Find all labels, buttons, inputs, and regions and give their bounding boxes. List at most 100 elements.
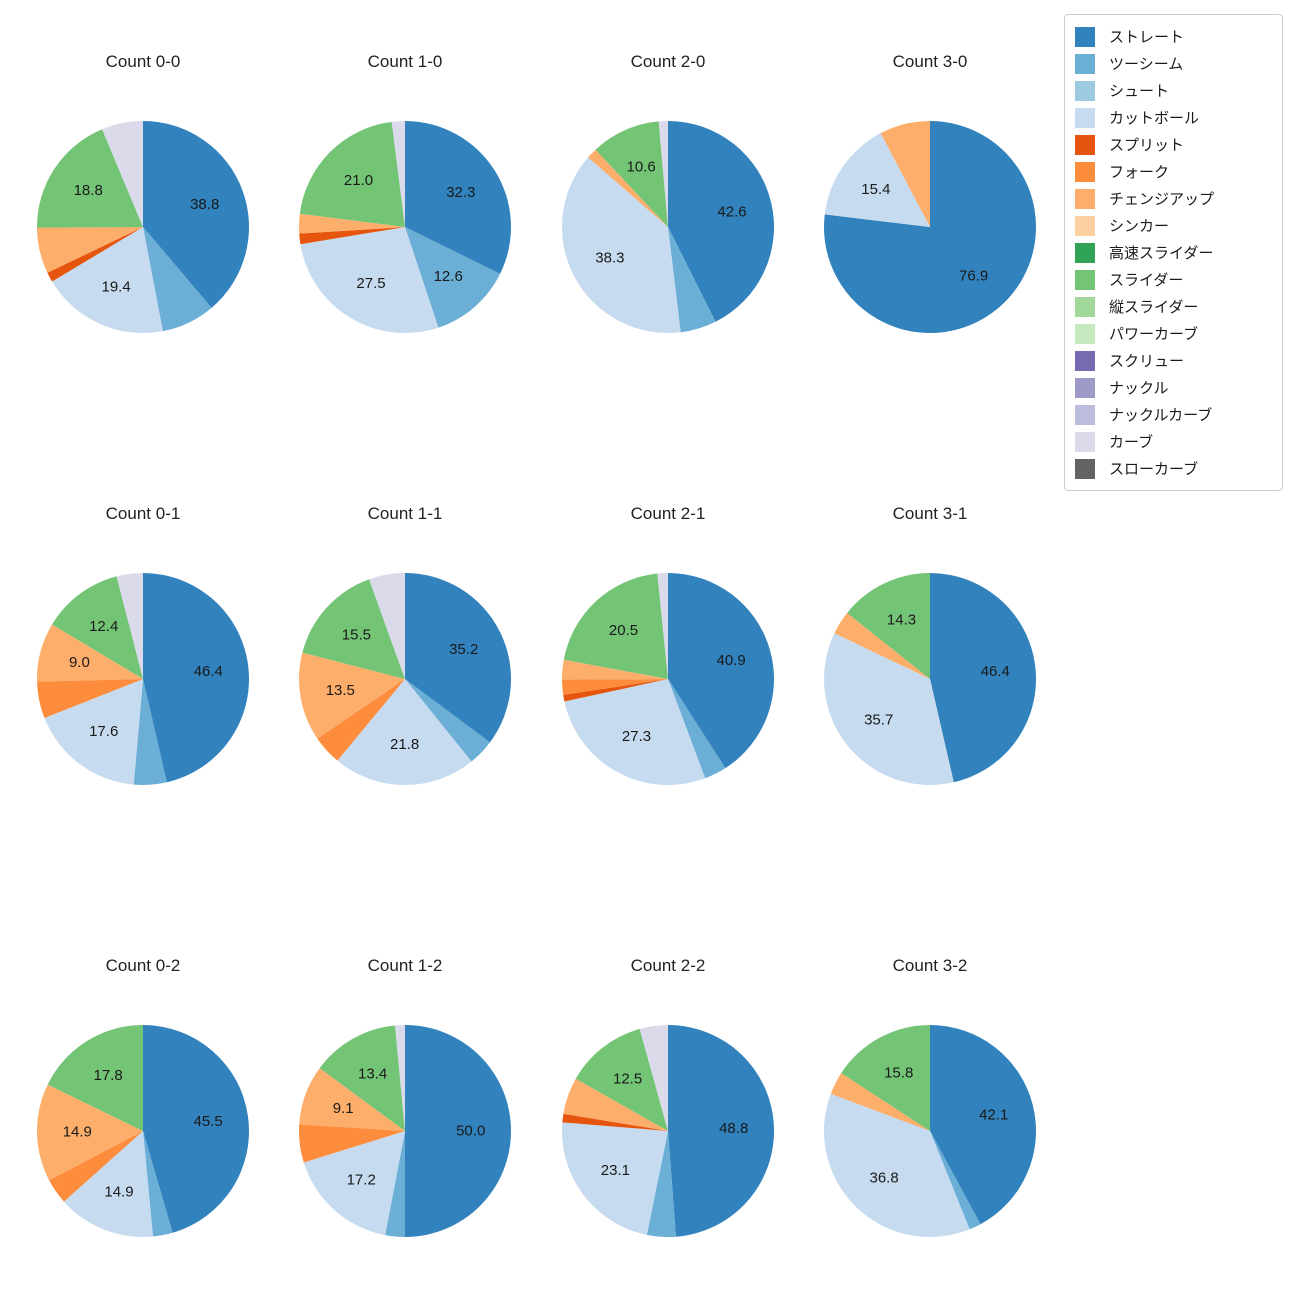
pie-slice [668, 1025, 775, 1237]
pie-chart: 48.8 23.1 12.5 [561, 1025, 775, 1237]
chart-title: Count 2-1 [630, 504, 706, 523]
slice-percent-label: 17.2 [347, 1172, 376, 1189]
pie-chart: 40.9 27.3 20.5 [561, 573, 775, 785]
pie-chart-cell: Count 0-1 46.4 17.6 9.0 12.4 [23, 502, 263, 791]
pie-slice [830, 1073, 930, 1131]
pie-slice [302, 579, 405, 679]
legend-label: ストレート [1109, 29, 1185, 46]
slice-percent-label: 48.8 [719, 1120, 748, 1137]
legend-item: スクリュー [1075, 347, 1272, 374]
pie-slice [930, 573, 1036, 783]
slice-percent-label: 35.2 [449, 641, 478, 658]
slice-percent-label: 38.8 [190, 196, 219, 213]
legend-label: カーブ [1109, 434, 1154, 451]
pie-slice [298, 1124, 405, 1163]
slice-percent-label: 9.0 [69, 654, 90, 671]
legend-item: 高速スライダー [1075, 239, 1272, 266]
slice-percent-label: 27.5 [356, 275, 385, 292]
slice-percent-label: 50.0 [456, 1123, 485, 1140]
slice-percent-label: 40.9 [716, 652, 745, 669]
legend-color-swatch [1075, 404, 1095, 425]
pie-slice [37, 227, 143, 273]
pie-slice [299, 1068, 405, 1131]
pie-chart: 46.4 17.6 9.0 12.4 [36, 573, 249, 785]
legend-item: ツーシーム [1075, 50, 1272, 77]
pie-slice [47, 227, 143, 282]
legend-label: チェンジアップ [1109, 191, 1215, 208]
pie-chart: 46.4 35.7 14.3 [823, 573, 1036, 785]
legend-label: パワーカーブ [1109, 326, 1199, 343]
slice-percent-label: 36.8 [869, 1170, 898, 1187]
pie-chart: 42.1 36.8 15.8 [824, 1025, 1037, 1237]
legend-color-swatch [1075, 377, 1095, 398]
pie-chart-cell: Count 2-0 42.6 38.3 10.6 [548, 50, 788, 339]
pie-slice [143, 227, 212, 332]
legend-color-swatch [1075, 188, 1095, 209]
pie-chart-cell: Count 2-2 48.8 23.1 12.5 [548, 954, 788, 1243]
pie-slice [658, 121, 668, 227]
slice-percent-label: 9.1 [333, 1100, 354, 1117]
legend-color-swatch [1075, 323, 1095, 344]
pie-slice [143, 573, 249, 783]
legend-item: カーブ [1075, 428, 1272, 455]
pie-slice [36, 129, 144, 228]
pie-chart: 32.3 12.6 27.5 21.0 [299, 121, 511, 333]
pie-slice [575, 1028, 668, 1131]
slice-percent-label: 35.7 [864, 712, 893, 729]
slice-percent-label: 10.6 [626, 159, 655, 176]
slice-percent-label: 42.1 [979, 1106, 1008, 1123]
legend-color-swatch [1075, 107, 1095, 128]
pie-slice [563, 1078, 668, 1131]
pie-slice [595, 121, 668, 227]
legend-item: チェンジアップ [1075, 185, 1272, 212]
pie-slice [299, 227, 405, 245]
slice-percent-label: 20.5 [609, 622, 638, 639]
pie-chart-cell: Count 1-2 50.0 17.2 9.1 13.4 [285, 954, 525, 1243]
legend-item: 縦スライダー [1075, 293, 1272, 320]
legend-label: スプリット [1109, 137, 1185, 154]
pie-slice [824, 133, 930, 227]
pie-slice [562, 1113, 668, 1131]
pie-slice [47, 1025, 143, 1131]
legend-color-swatch [1075, 458, 1095, 479]
pie-chart: 50.0 17.2 9.1 13.4 [298, 1025, 511, 1237]
legend-label: 縦スライダー [1109, 299, 1199, 316]
pie-slice [52, 576, 143, 679]
pie-chart-cell: Count 0-0 38.8 19.4 18.8 [23, 50, 263, 339]
slice-percent-label: 38.3 [595, 249, 624, 266]
legend-label: スライダー [1109, 272, 1184, 289]
slice-percent-label: 15.5 [342, 626, 371, 643]
slice-percent-label: 21.8 [390, 736, 419, 753]
slice-percent-label: 13.5 [326, 682, 355, 699]
slice-percent-label: 12.5 [613, 1071, 642, 1088]
pie-slice [317, 679, 405, 761]
pie-slice [391, 121, 405, 227]
pie-slice [841, 1025, 930, 1131]
legend-label: スクリュー [1109, 353, 1185, 370]
legend-item: ナックル [1075, 374, 1272, 401]
pie-slice [880, 121, 930, 227]
pie-slice [133, 679, 167, 785]
pie-chart-cell: Count 3-2 42.1 36.8 15.8 [810, 954, 1050, 1243]
slice-percent-label: 45.5 [193, 1113, 222, 1130]
chart-title: Count 1-1 [367, 504, 443, 523]
slice-percent-label: 13.4 [358, 1065, 387, 1082]
pie-slice [300, 227, 439, 333]
pie-chart-cell: Count 3-1 46.4 35.7 14.3 [810, 502, 1050, 791]
legend-label: カットボール [1109, 110, 1200, 127]
legend-label: ナックルカーブ [1109, 407, 1213, 424]
legend-color-swatch [1075, 134, 1095, 155]
legend-item: スライダー [1075, 266, 1272, 293]
slice-percent-label: 14.9 [104, 1184, 133, 1201]
slice-percent-label: 14.9 [63, 1124, 92, 1141]
legend-item: ナックルカーブ [1075, 401, 1272, 428]
pie-slice [405, 679, 490, 762]
legend-item: シンカー [1075, 212, 1272, 239]
legend-color-swatch [1075, 242, 1095, 263]
pie-slice [44, 679, 143, 785]
pie-slice [299, 121, 405, 227]
legend-label: シュート [1109, 83, 1170, 100]
slice-percent-label: 12.6 [434, 268, 463, 285]
legend-item: スローカーブ [1075, 455, 1272, 482]
pie-slice [319, 1025, 405, 1131]
